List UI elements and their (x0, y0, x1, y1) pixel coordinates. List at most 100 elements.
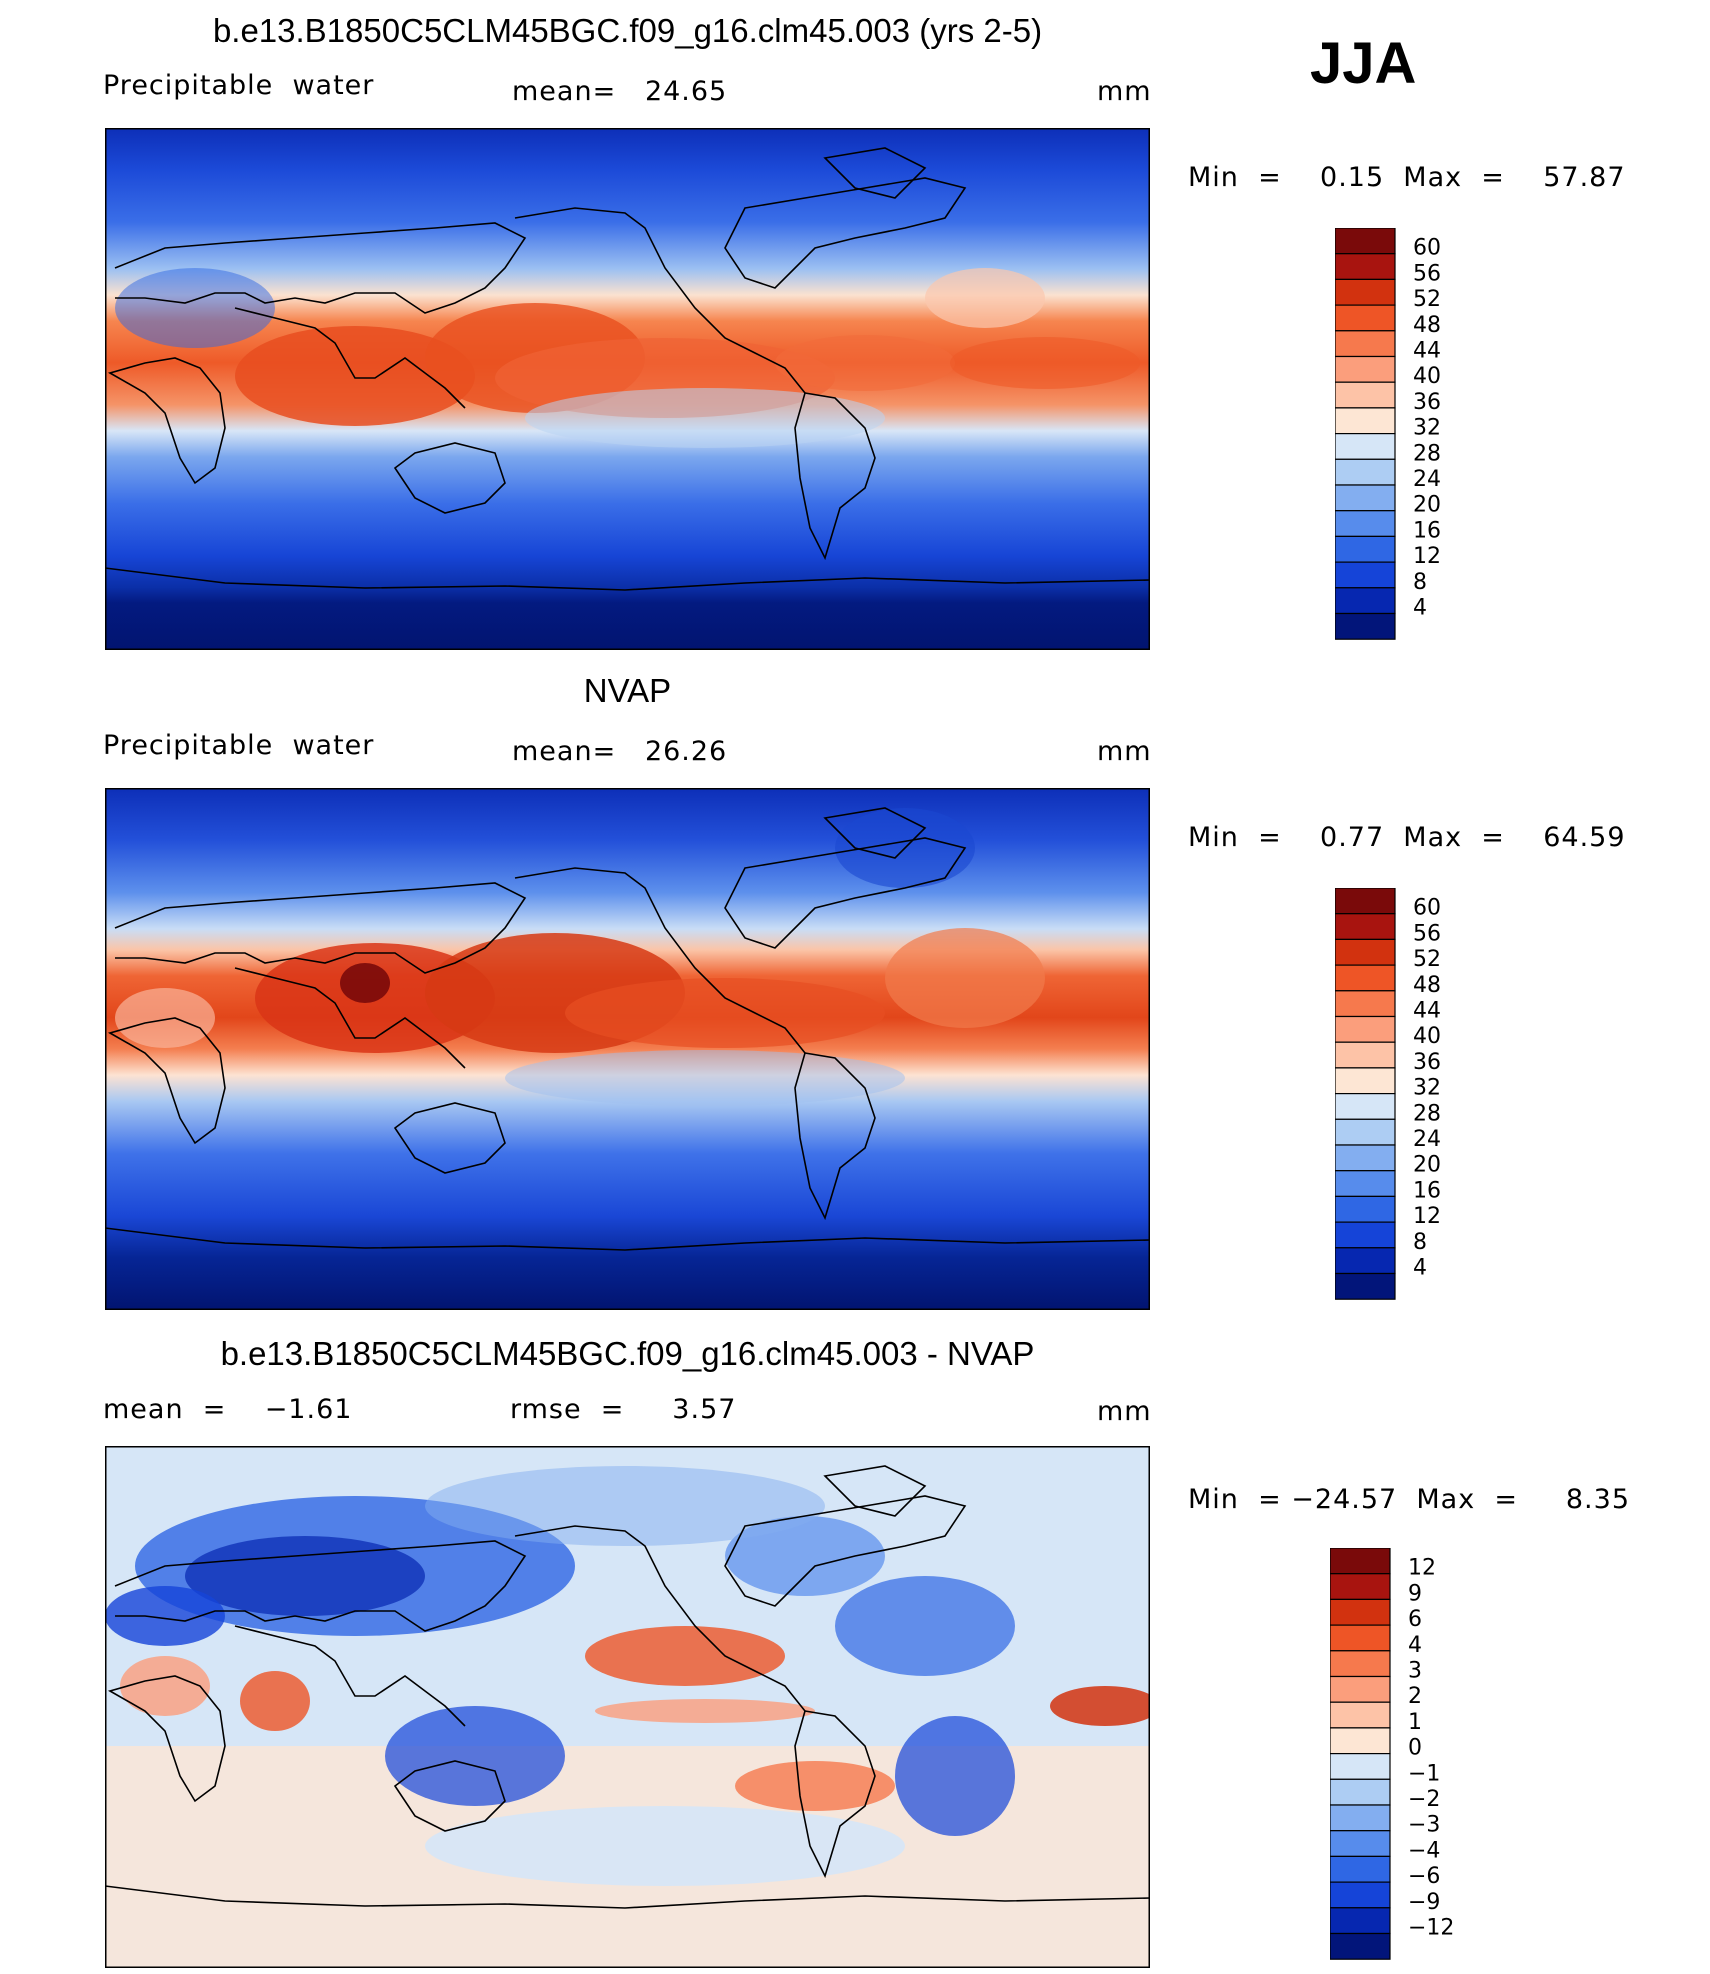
colorbar-tick-label: 60 (1413, 236, 1441, 261)
colorbar-tick-label: 36 (1413, 1050, 1441, 1075)
colorbar-swatch (1330, 1753, 1391, 1780)
colorbar-swatch (1330, 1701, 1391, 1729)
colorbar-tick-label: 40 (1413, 364, 1441, 389)
colorbar-swatch (1335, 1041, 1396, 1069)
colorbar-tick-label: −4 (1408, 1838, 1440, 1863)
panel-3-difference-features (105, 1466, 1150, 1968)
colorbar-tick-label: 24 (1413, 1127, 1441, 1152)
colorbar-swatch (1330, 1573, 1391, 1601)
colorbar-swatch (1330, 1932, 1391, 1960)
colorbar-tick-label: 4 (1413, 596, 1427, 621)
colorbar-swatch (1335, 1118, 1396, 1146)
colorbar-swatch (1330, 1907, 1391, 1935)
colorbar-tick-label: 28 (1413, 1101, 1441, 1126)
panel-1-title: b.e13.B1850C5CLM45BGC.f09_g16.clm45.003 … (212, 12, 1043, 49)
colorbar-swatch (1330, 1830, 1391, 1858)
colorbar-tick-label: 0 (1408, 1736, 1422, 1761)
colorbar-swatch (1330, 1881, 1391, 1909)
panel-2-title: NVAP (583, 672, 672, 709)
colorbar-tick-label: 60 (1413, 896, 1441, 921)
panel-3-coastlines (105, 1465, 1150, 1909)
colorbar-tick-label: 52 (1413, 947, 1441, 972)
colorbar-tick-label: 32 (1413, 416, 1441, 441)
colorbar-swatch (1335, 355, 1396, 383)
colorbar-tick-label: 16 (1413, 1178, 1441, 1203)
colorbar-swatch (1335, 938, 1396, 966)
colorbar-tick-label: 44 (1413, 339, 1441, 364)
panel-1-units: mm (1097, 76, 1152, 107)
panel-3-rmse-label: rmse = 3.57 (510, 1394, 737, 1425)
panel-1-coastlines (105, 147, 1150, 591)
colorbar-tick-label: 8 (1413, 1230, 1427, 1255)
colorbar-tick-label: −3 (1408, 1813, 1440, 1838)
colorbar-swatch (1335, 990, 1396, 1018)
colorbar-swatch (1335, 1247, 1396, 1275)
panel-3-units: mm (1097, 1396, 1152, 1427)
colorbar-swatch (1335, 888, 1396, 915)
panel-2-moisture-features (115, 808, 1045, 1106)
season-label: JJA (1310, 31, 1417, 96)
panel-3-minmax: Min = −24.57 Max = 8.35 (1188, 1484, 1631, 1515)
colorbar-tick-label: 6 (1408, 1607, 1422, 1632)
colorbar-tick-label: 9 (1408, 1581, 1422, 1606)
colorbar-swatch (1335, 1144, 1396, 1172)
colorbar-swatch (1330, 1727, 1391, 1755)
colorbar-tick-label: 12 (1408, 1556, 1436, 1581)
colorbar-swatch (1330, 1804, 1391, 1832)
colorbar-tick-label: 20 (1413, 1153, 1441, 1178)
colorbar-tick-label: 44 (1413, 999, 1441, 1024)
colorbar-swatch (1335, 253, 1396, 281)
colorbar-swatch (1335, 1170, 1396, 1198)
panel-3-colorbar: 12 9 6 4 3 2 1 0 −1 −2 −3 −4 −6 −9 −12 (1330, 1548, 1500, 1968)
colorbar-tick-label: 3 (1408, 1659, 1422, 1684)
colorbar-swatch (1335, 1272, 1396, 1300)
colorbar-swatch (1335, 433, 1396, 460)
colorbar-swatch (1330, 1855, 1391, 1883)
colorbar-swatch (1335, 407, 1396, 435)
colorbar-tick-label: 4 (1413, 1256, 1427, 1281)
panel-3-title: b.e13.B1850C5CLM45BGC.f09_g16.clm45.003 … (220, 1335, 1035, 1372)
colorbar-swatch (1335, 228, 1396, 255)
colorbar-swatch (1335, 484, 1396, 512)
colorbar-tick-label: 32 (1413, 1076, 1441, 1101)
colorbar-swatch (1330, 1650, 1391, 1678)
colorbar-swatch (1335, 1015, 1396, 1043)
colorbar-swatch (1335, 510, 1396, 538)
panel-1-minmax: Min = 0.15 Max = 57.87 (1188, 162, 1626, 193)
colorbar-swatch (1330, 1598, 1391, 1626)
colorbar-swatch (1335, 330, 1396, 358)
colorbar-tick-label: 20 (1413, 493, 1441, 518)
panel-2-mean-label: mean= 26.26 (512, 736, 728, 767)
colorbar-swatch (1330, 1624, 1391, 1652)
colorbar-tick-label: 12 (1413, 544, 1441, 569)
colorbar-tick-label: −1 (1408, 1761, 1440, 1786)
colorbar-tick-label: −2 (1408, 1787, 1440, 1812)
colorbar-tick-label: 48 (1413, 973, 1441, 998)
panel-2-minmax: Min = 0.77 Max = 64.59 (1188, 822, 1626, 853)
colorbar-tick-label: 24 (1413, 467, 1441, 492)
panel-1-colorbar: 60 56 52 48 44 40 36 32 28 24 20 16 12 8 4 (1335, 228, 1495, 648)
colorbar-swatch (1330, 1778, 1391, 1806)
colorbar-swatch (1335, 1195, 1396, 1223)
panel-1-variable-label: Precipitable water (103, 70, 375, 101)
colorbar-swatch (1335, 561, 1396, 589)
colorbar-tick-label: −12 (1408, 1916, 1454, 1941)
panel-2-map (105, 788, 1150, 1310)
colorbar-tick-label: 40 (1413, 1024, 1441, 1049)
colorbar-swatch (1330, 1675, 1391, 1703)
colorbar-tick-label: 48 (1413, 313, 1441, 338)
colorbar-swatch (1335, 1067, 1396, 1095)
colorbar-swatch (1330, 1548, 1391, 1575)
panel-1-mean-label: mean= 24.65 (512, 76, 728, 107)
colorbar-swatch (1335, 458, 1396, 486)
panel-1-map (105, 128, 1150, 650)
panel-2-coastlines (105, 807, 1150, 1251)
colorbar-swatch (1335, 587, 1396, 615)
colorbar-swatch (1335, 1093, 1396, 1120)
colorbar-swatch (1335, 612, 1396, 640)
colorbar-tick-label: −9 (1408, 1890, 1440, 1915)
colorbar-tick-label: 12 (1413, 1204, 1441, 1229)
panel-2-colorbar: 60 56 52 48 44 40 36 32 28 24 20 16 12 8 4 (1335, 888, 1495, 1308)
colorbar-tick-label: 2 (1408, 1684, 1422, 1709)
panel-1-moisture-features (115, 268, 1140, 448)
